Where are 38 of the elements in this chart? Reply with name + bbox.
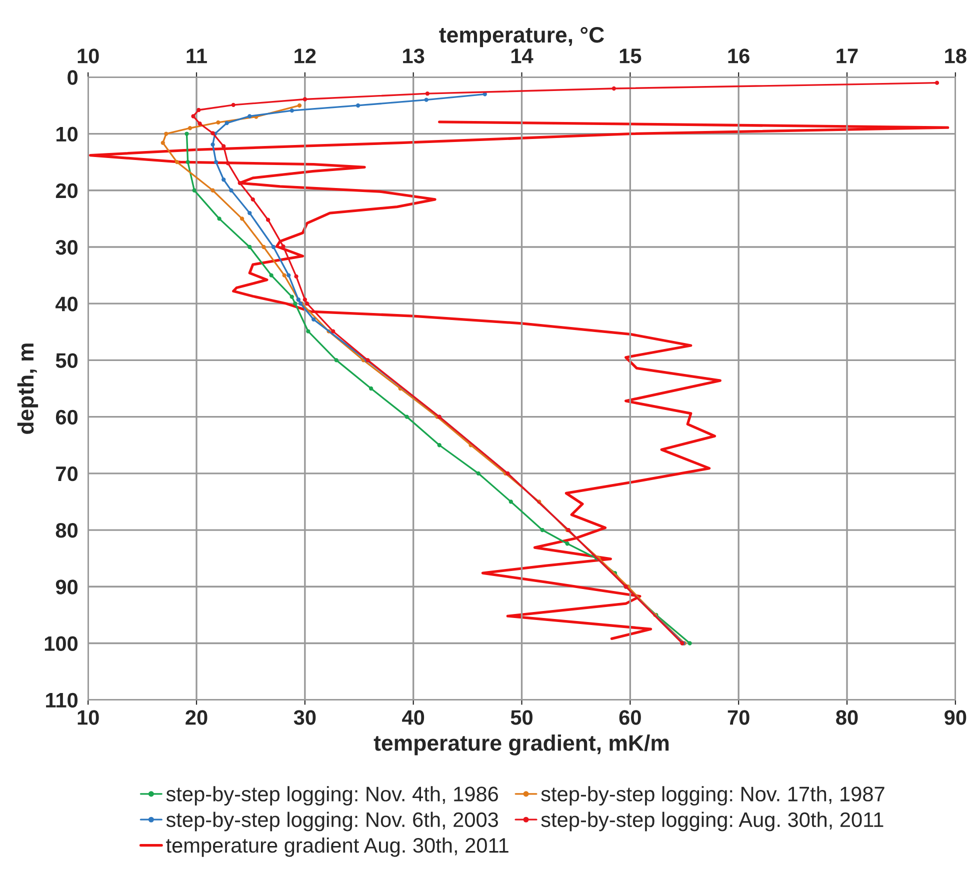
y-tick-label: 30	[56, 240, 78, 255]
x-tick-label: 10	[78, 710, 99, 725]
legend-label: step-by-step logging: Nov. 17th, 1987	[541, 786, 884, 806]
legend-label: temperature gradient Aug. 30th, 2011	[166, 837, 508, 857]
x2-tick-label: 18	[945, 48, 966, 64]
y-tick-label: 50	[56, 353, 78, 368]
x2-tick-label: 15	[620, 48, 642, 64]
y-axis-title: depth, m	[17, 344, 38, 434]
y-tick-label: 70	[56, 466, 78, 482]
y-tick-label: 100	[44, 636, 78, 651]
x2-tick-label: 12	[294, 48, 316, 64]
x2-axis-title: temperature, °C	[439, 26, 604, 48]
x2-tick-label: 16	[728, 48, 750, 64]
y-tick-label: 80	[56, 523, 78, 538]
x-tick-label: 40	[402, 710, 424, 725]
x2-tick-label: 11	[186, 48, 207, 64]
x-tick-label: 20	[186, 710, 208, 725]
x-tick-label: 70	[728, 710, 750, 725]
x-tick-label: 90	[944, 710, 966, 725]
legend-label: step-by-step logging: Aug. 30th, 2011	[541, 812, 884, 832]
y-tick-label: 110	[46, 692, 78, 708]
x-axis-title: temperature gradient, mK/m	[374, 734, 669, 756]
x2-tick-label: 14	[511, 48, 534, 64]
x-tick-label: 50	[510, 710, 532, 725]
x2-tick-label: 17	[836, 48, 858, 64]
y-tick-label: 40	[56, 296, 78, 312]
y-tick-label: 0	[68, 70, 78, 85]
legend-label: step-by-step logging: Nov. 6th, 2003	[166, 812, 498, 832]
legend-label: step-by-step logging: Nov. 4th, 1986	[166, 786, 498, 806]
x-tick-label: 30	[294, 710, 316, 725]
y-tick-label: 20	[56, 183, 78, 198]
x-tick-label: 80	[836, 710, 858, 725]
y-tick-label: 10	[56, 126, 78, 142]
x-tick-label: 60	[619, 710, 641, 725]
x2-tick-label: 13	[403, 48, 424, 64]
y-tick-label: 60	[56, 410, 78, 425]
y-tick-label: 90	[56, 580, 78, 594]
x2-tick-label: 10	[78, 48, 99, 64]
